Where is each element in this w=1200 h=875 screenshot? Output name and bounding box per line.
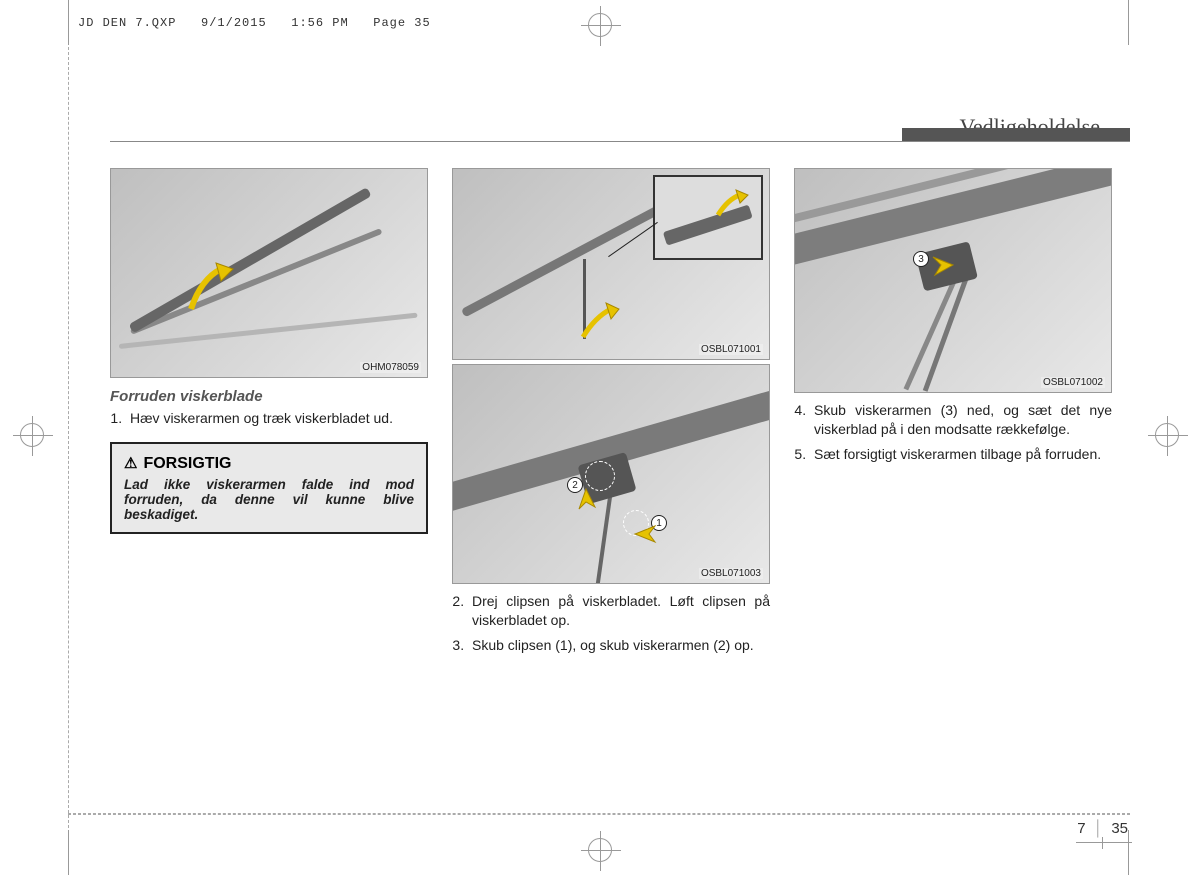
page-frame-bottom bbox=[68, 813, 1130, 815]
footer-separator: │ bbox=[1094, 820, 1103, 837]
meta-date: 9/1/2015 bbox=[201, 16, 267, 30]
inset-detail bbox=[653, 175, 763, 260]
arrow-up-icon bbox=[571, 485, 601, 515]
arrow-up-icon bbox=[181, 259, 241, 319]
crop-mark bbox=[1128, 0, 1129, 45]
crop-register-left bbox=[20, 423, 44, 447]
crop-mark bbox=[1128, 830, 1129, 875]
crop-register-top bbox=[588, 13, 612, 37]
crop-mark bbox=[68, 830, 69, 875]
page-footer: 7 │ 35 bbox=[1077, 820, 1128, 837]
arrow-down-icon bbox=[927, 251, 961, 279]
crop-mark bbox=[68, 0, 69, 45]
arrow-left-icon bbox=[625, 520, 660, 548]
caution-box: ⚠ FORSIGTIG Lad ikke viskerarmen falde in… bbox=[110, 442, 428, 534]
content-columns: OHM078059 Forruden viskerblade Hæv viske… bbox=[110, 168, 1130, 661]
page-number: 35 bbox=[1111, 820, 1128, 837]
warning-icon: ⚠ bbox=[124, 455, 137, 472]
chapter-number: 7 bbox=[1077, 820, 1085, 837]
caution-title: ⚠ FORSIGTIG bbox=[124, 454, 414, 473]
figure-label: OSBL071001 bbox=[699, 344, 763, 355]
figure-3: 1 2 OSBL071003 bbox=[452, 364, 770, 584]
figure-label: OHM078059 bbox=[360, 362, 421, 373]
meta-page: Page 35 bbox=[373, 16, 430, 30]
meta-time: 1:56 PM bbox=[291, 16, 348, 30]
footer-tick bbox=[1102, 837, 1103, 849]
figure-2: OSBL071001 bbox=[452, 168, 770, 360]
crop-register-bottom bbox=[588, 838, 612, 862]
figure-4: 3 OSBL071002 bbox=[794, 168, 1112, 393]
footer-line bbox=[1076, 842, 1132, 843]
caution-label: FORSIGTIG bbox=[143, 455, 231, 472]
step-2: Drej clipsen på viskerbladet. Løft clips… bbox=[468, 592, 770, 630]
file-meta: JD DEN 7.QXP 9/1/2015 1:56 PM Page 35 bbox=[78, 16, 431, 30]
step-4: Skub viskerarmen (3) ned, og sæt det nye… bbox=[810, 401, 1112, 439]
caution-text: Lad ikke viskerarmen falde ind mod forru… bbox=[124, 477, 414, 522]
subtitle: Forruden viskerblade bbox=[110, 388, 428, 405]
figure-1: OHM078059 bbox=[110, 168, 428, 378]
figure-label: OSBL071003 bbox=[699, 568, 763, 579]
steps-col3: Skub viskerarmen (3) ned, og sæt det nye… bbox=[794, 401, 1112, 464]
arrow-up-icon bbox=[573, 299, 628, 344]
column-1: OHM078059 Forruden viskerblade Hæv viske… bbox=[110, 168, 428, 661]
meta-file: JD DEN 7.QXP bbox=[78, 16, 176, 30]
arrow-up-icon bbox=[710, 187, 750, 222]
crop-register-right bbox=[1155, 423, 1179, 447]
figure-label: OSBL071002 bbox=[1041, 377, 1105, 388]
steps-col2: Drej clipsen på viskerbladet. Løft clips… bbox=[452, 592, 770, 655]
title-bar bbox=[902, 128, 1130, 142]
steps-col1: Hæv viskerarmen og træk viskerbladet ud. bbox=[110, 409, 428, 428]
step-5: Sæt forsigtigt viskerarmen tilbage på fo… bbox=[810, 445, 1112, 464]
step-1: Hæv viskerarmen og træk viskerbladet ud. bbox=[126, 409, 428, 428]
column-2: OSBL071001 1 2 OSBL071003 Drej clipsen p… bbox=[452, 168, 770, 661]
title-line bbox=[110, 141, 1130, 142]
step-3: Skub clipsen (1), og skub viskerarmen (2… bbox=[468, 636, 770, 655]
column-3: 3 OSBL071002 Skub viskerarmen (3) ned, o… bbox=[794, 168, 1112, 661]
